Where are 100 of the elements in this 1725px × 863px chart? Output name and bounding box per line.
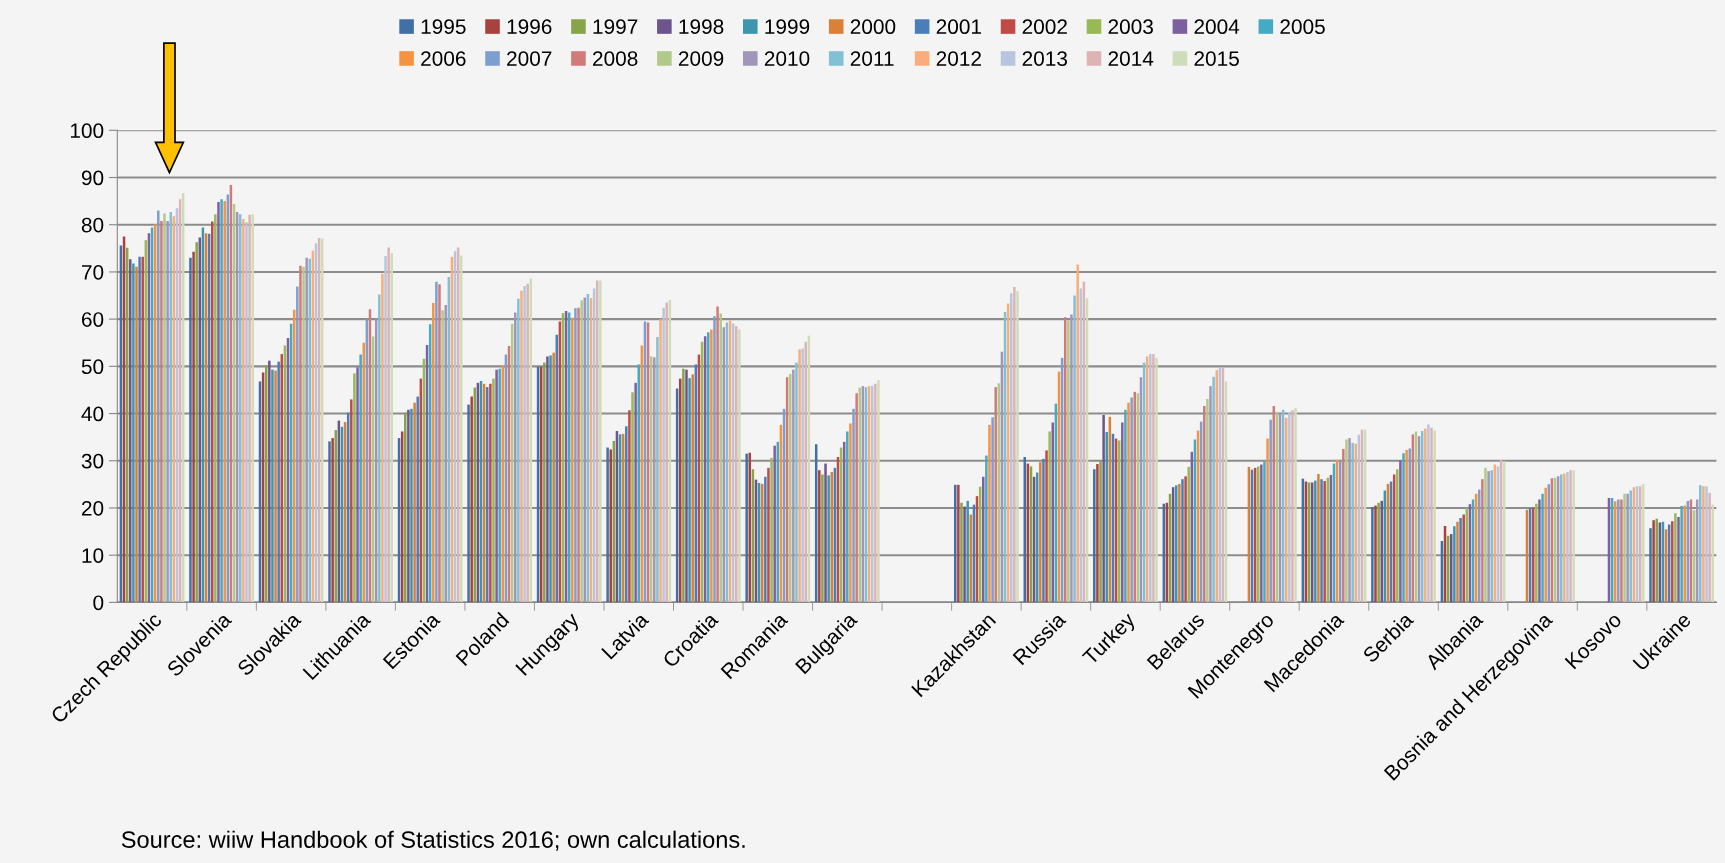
bar — [489, 383, 492, 603]
bar — [384, 255, 387, 603]
bar — [413, 402, 416, 603]
bar — [1671, 521, 1674, 603]
bar — [1544, 487, 1547, 603]
legend-label: 2002 — [1022, 19, 1067, 35]
y-tick-label: 100 — [70, 123, 104, 139]
legend-label: 2007 — [507, 51, 552, 66]
y-tick-label: 40 — [81, 406, 104, 422]
bar — [214, 214, 217, 603]
legend-label: 2014 — [1108, 51, 1154, 66]
y-tick-label: 30 — [81, 453, 104, 469]
bar — [356, 367, 359, 603]
bar — [966, 500, 969, 603]
bar — [1402, 453, 1405, 603]
y-tick-label: 20 — [81, 500, 104, 516]
bar — [470, 396, 473, 603]
bar — [1538, 499, 1541, 603]
bar — [656, 337, 659, 603]
bar — [1048, 431, 1051, 603]
legend-label: 2010 — [764, 51, 810, 66]
bar — [1093, 469, 1096, 603]
bar — [852, 408, 855, 603]
bar — [1314, 480, 1317, 603]
bar — [1203, 406, 1206, 603]
bar — [195, 242, 198, 603]
bar — [1209, 386, 1212, 603]
legend-label: 1995 — [421, 19, 466, 35]
bar — [520, 290, 523, 603]
bar — [1127, 402, 1130, 603]
bar — [713, 316, 716, 603]
legend-label: 2003 — [1108, 19, 1153, 35]
bar — [1453, 526, 1456, 603]
bar — [1070, 314, 1073, 603]
bar — [1130, 397, 1133, 603]
bar — [1013, 287, 1016, 603]
bar — [994, 387, 997, 603]
bar — [1711, 504, 1714, 603]
bar — [1266, 438, 1269, 603]
legend-label: 1999 — [765, 19, 810, 35]
bar — [1399, 460, 1402, 603]
bar — [1215, 370, 1218, 603]
bar — [1010, 293, 1013, 603]
bar — [637, 364, 640, 603]
bar — [691, 374, 694, 603]
bar — [821, 474, 824, 603]
legend-label: 2006 — [421, 51, 466, 66]
bar — [1342, 448, 1345, 603]
bar — [773, 445, 776, 603]
bar — [1481, 479, 1484, 603]
bar — [160, 220, 163, 603]
bar — [628, 410, 631, 603]
bar — [716, 306, 719, 603]
bar — [1206, 398, 1209, 603]
legend-label: 2012 — [936, 51, 981, 66]
bar — [353, 373, 356, 603]
y-tick-label: 80 — [81, 217, 104, 233]
bar — [296, 286, 299, 603]
bar — [818, 470, 821, 603]
bar — [157, 210, 160, 603]
bar — [441, 310, 444, 603]
legend-label: 2011 — [850, 51, 894, 66]
bar — [1187, 466, 1190, 603]
bar — [963, 506, 966, 603]
bar — [960, 502, 963, 603]
bar — [444, 304, 447, 603]
bar — [359, 354, 362, 603]
bar — [189, 257, 192, 603]
bar — [1317, 473, 1320, 603]
bar — [849, 423, 852, 603]
bar — [1535, 503, 1538, 603]
bar — [631, 392, 634, 603]
legend-label: 2009 — [678, 51, 724, 66]
bar — [1484, 467, 1487, 603]
bar — [1456, 521, 1459, 603]
bar — [1478, 489, 1481, 603]
bar — [792, 369, 795, 603]
bar — [764, 476, 767, 603]
bar — [334, 430, 337, 603]
bar — [1424, 428, 1427, 603]
bar — [719, 313, 722, 603]
legend-label: 2005 — [1280, 19, 1325, 35]
bar — [1073, 295, 1076, 603]
y-tick-label: 60 — [81, 312, 104, 327]
bar — [1396, 469, 1399, 603]
bar — [381, 273, 384, 603]
bar — [467, 404, 470, 603]
bar — [855, 393, 858, 603]
bar — [1708, 492, 1711, 603]
source-note: Source: wiiw Handbook of Statistics 2016; own calculations. — [121, 830, 745, 851]
bar — [1121, 422, 1124, 603]
y-tick-label: 10 — [82, 548, 104, 563]
legend-label: 2015 — [1194, 51, 1239, 66]
bar — [1045, 450, 1048, 603]
bar — [662, 307, 665, 603]
bar — [378, 294, 381, 603]
bar — [543, 362, 546, 603]
bar — [1076, 264, 1079, 603]
bar — [460, 255, 463, 603]
bar — [350, 399, 353, 603]
